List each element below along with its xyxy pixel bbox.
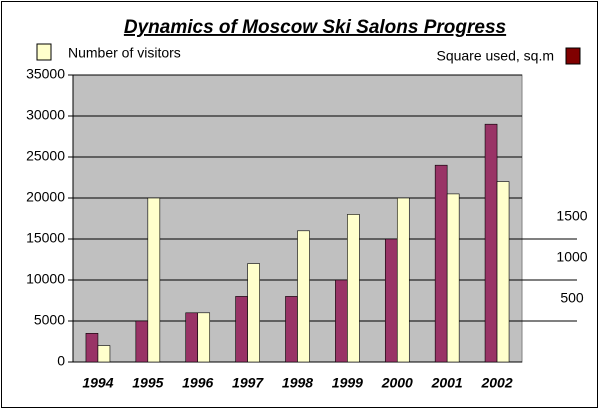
bar <box>384 238 398 363</box>
x-tick-label: 2002 <box>480 375 512 391</box>
y-tick-label: 35000 <box>26 66 65 82</box>
bar <box>185 312 199 363</box>
y-tick-label: 25000 <box>26 148 65 164</box>
y-tick-label: 0 <box>57 353 65 369</box>
bar <box>496 181 510 363</box>
y-tick-label: 10000 <box>26 271 65 287</box>
y-tick-label: 5000 <box>34 312 65 328</box>
bar <box>297 230 310 363</box>
y-tick-label: 15000 <box>26 230 65 246</box>
y2-tick-label: 1500 <box>556 208 587 224</box>
bar <box>235 296 248 363</box>
bar <box>285 296 298 363</box>
bar <box>85 332 99 363</box>
legend-label: Number of visitors <box>68 45 181 61</box>
bar <box>446 193 460 363</box>
bar <box>97 345 111 363</box>
legend-swatch <box>565 47 581 65</box>
bar <box>484 123 498 363</box>
y-tick-label: 20000 <box>26 189 65 205</box>
x-tick-label: 2000 <box>381 375 413 391</box>
x-tick-label: 1995 <box>132 375 163 391</box>
bar <box>434 164 448 363</box>
bar <box>396 197 410 363</box>
legend-label: Square used, sq.m <box>436 48 554 64</box>
bar <box>335 279 348 363</box>
x-tick-label: 1998 <box>282 375 313 391</box>
x-tick-label: 1997 <box>232 375 264 391</box>
x-tick-label: 2001 <box>431 375 463 391</box>
y2-tick-label: 500 <box>560 290 584 306</box>
x-tick-label: 1996 <box>182 375 213 391</box>
x-tick-label: 1994 <box>82 375 113 391</box>
chart-title: Dynamics of Moscow Ski Salons Progress <box>124 17 506 38</box>
x-tick-label: 1999 <box>332 375 363 391</box>
y-tick-label: 30000 <box>26 107 65 123</box>
bar <box>197 312 211 363</box>
bar <box>247 263 260 363</box>
bar <box>147 197 161 363</box>
bar <box>135 320 149 363</box>
legend-swatch <box>36 43 52 61</box>
bar <box>347 214 360 363</box>
y2-tick-label: 1000 <box>556 249 587 265</box>
